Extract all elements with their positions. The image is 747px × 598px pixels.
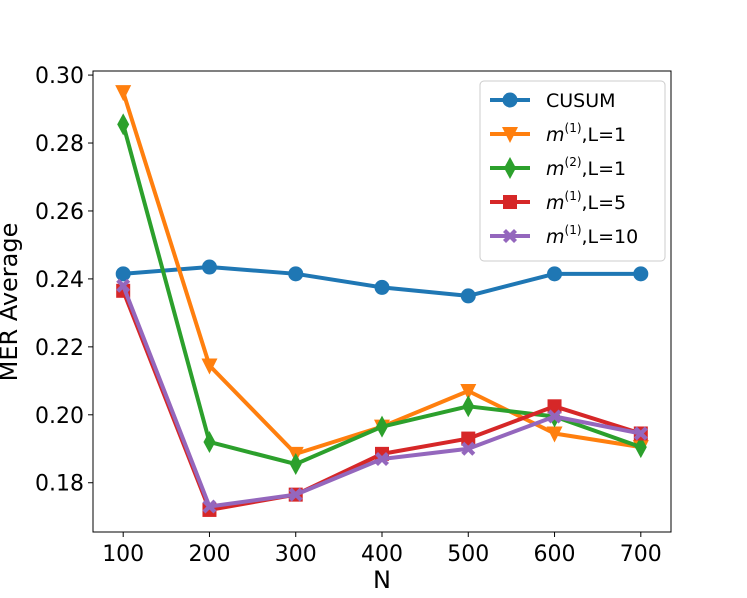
y-tick-label: 0.20 bbox=[35, 404, 84, 429]
legend-label-sup: (1) bbox=[565, 121, 582, 135]
series-0 bbox=[115, 259, 649, 304]
legend-label-tail: ,L=1 bbox=[582, 124, 627, 146]
legend-label-main: m bbox=[546, 158, 565, 180]
legend-label-main: m bbox=[546, 124, 565, 146]
y-axis-label: MER Average bbox=[0, 223, 23, 382]
data-point-2-4 bbox=[462, 395, 475, 418]
x-tick-label: 700 bbox=[620, 542, 662, 567]
data-point-0-3 bbox=[374, 279, 390, 295]
legend-marker-1 bbox=[502, 127, 518, 143]
legend-label-0: CUSUM bbox=[546, 90, 616, 112]
data-point-4-6 bbox=[633, 426, 648, 441]
legend-label-sup: (2) bbox=[565, 155, 582, 169]
x-tick-label: 600 bbox=[534, 542, 576, 567]
legend-box bbox=[479, 80, 666, 262]
legend-entry-1: m(1),L=1 bbox=[490, 121, 626, 146]
legend-label-tail: ,L=1 bbox=[582, 158, 627, 180]
legend-entry-2: m(2),L=1 bbox=[490, 155, 626, 180]
data-point-2-2 bbox=[289, 453, 302, 476]
legend-marker-3 bbox=[503, 195, 517, 209]
data-point-1-5 bbox=[546, 426, 563, 443]
data-point-4-5 bbox=[547, 409, 562, 424]
legend-label-1: m(1),L=1 bbox=[546, 121, 626, 146]
data-point-0-4 bbox=[460, 288, 476, 304]
x-axis-label: N bbox=[373, 566, 391, 594]
series-4 bbox=[116, 278, 648, 514]
data-point-0-5 bbox=[547, 266, 563, 282]
data-point-2-6 bbox=[634, 436, 647, 459]
x-tick-label: 100 bbox=[102, 542, 144, 567]
y-tick-label: 0.22 bbox=[35, 336, 84, 361]
legend-label-tail: ,L=10 bbox=[582, 226, 639, 248]
data-point-0-1 bbox=[201, 259, 217, 275]
x-tick-label: 500 bbox=[447, 542, 489, 567]
legend-label-2: m(2),L=1 bbox=[546, 155, 626, 180]
data-point-2-1 bbox=[203, 430, 216, 453]
x-tick-label: 200 bbox=[188, 542, 230, 567]
legend-entry-3: m(1),L=5 bbox=[490, 189, 626, 214]
data-point-0-6 bbox=[633, 266, 649, 282]
y-axis: 0.18 0.20 0.22 0.24 0.26 0.28 0.30 bbox=[35, 64, 93, 497]
data-point-2-0 bbox=[117, 113, 130, 136]
legend-label-main: CUSUM bbox=[546, 90, 616, 112]
y-tick-label: 0.24 bbox=[35, 268, 84, 293]
data-point-1-1 bbox=[201, 358, 218, 375]
x-tick-label: 300 bbox=[275, 542, 317, 567]
y-tick-label: 0.30 bbox=[35, 64, 84, 89]
y-tick-label: 0.18 bbox=[35, 472, 84, 497]
y-tick-label: 0.26 bbox=[35, 200, 84, 225]
data-point-4-2 bbox=[288, 487, 303, 502]
legend-label-3: m(1),L=5 bbox=[546, 189, 626, 214]
data-point-0-0 bbox=[115, 266, 131, 282]
x-axis: 100 200 300 400 500 600 700 bbox=[102, 532, 662, 567]
legend-label-main: m bbox=[546, 192, 565, 214]
series-layer bbox=[115, 85, 649, 517]
legend-entry-4: m(1),L=10 bbox=[490, 223, 638, 248]
data-point-4-1 bbox=[202, 499, 217, 514]
data-point-0-2 bbox=[288, 266, 304, 282]
legend-label-sup: (1) bbox=[565, 223, 582, 237]
data-point-1-4 bbox=[460, 384, 477, 401]
data-point-4-3 bbox=[375, 451, 389, 466]
legend-marker-4 bbox=[503, 229, 517, 243]
data-point-1-0 bbox=[115, 85, 132, 102]
legend-label-sup: (1) bbox=[565, 189, 582, 203]
data-point-3-4 bbox=[461, 431, 476, 446]
data-point-2-3 bbox=[376, 415, 388, 438]
data-point-4-4 bbox=[461, 441, 476, 456]
legend-entry-0: CUSUM bbox=[490, 90, 616, 112]
data-point-4-0 bbox=[116, 278, 131, 293]
y-tick-label: 0.28 bbox=[35, 132, 84, 157]
legend-marker-2 bbox=[504, 157, 516, 179]
legend-marker-0 bbox=[502, 92, 518, 108]
legend-label-tail: ,L=5 bbox=[582, 192, 627, 214]
legend-label-4: m(1),L=10 bbox=[546, 223, 638, 248]
x-tick-label: 400 bbox=[361, 542, 403, 567]
data-point-3-5 bbox=[547, 399, 562, 414]
legend-label-main: m bbox=[546, 226, 565, 248]
